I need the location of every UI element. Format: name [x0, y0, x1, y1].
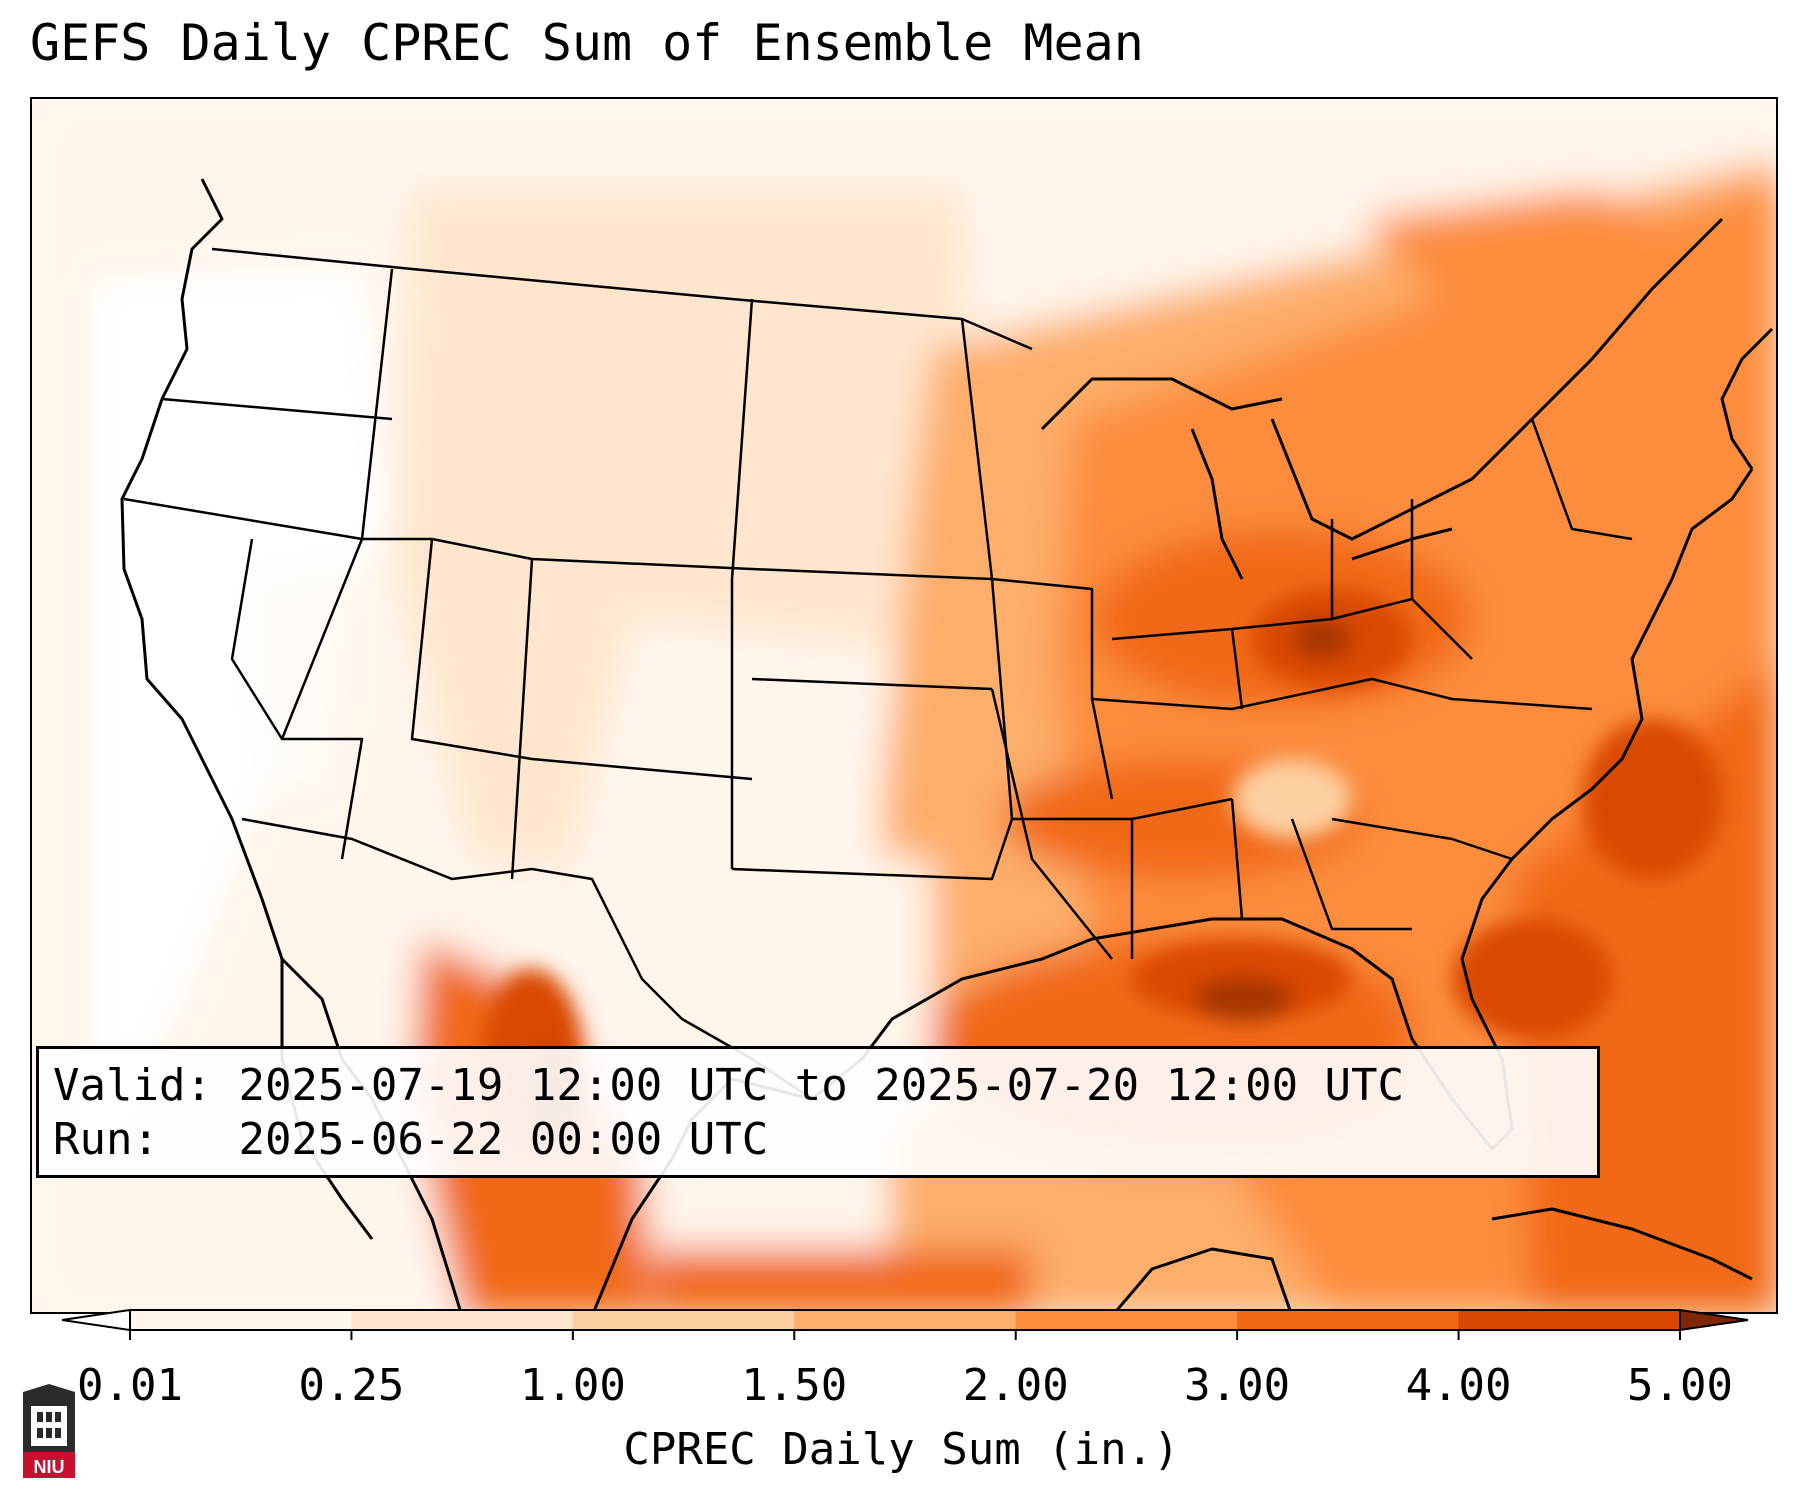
colorbar-segment [794, 1310, 1017, 1330]
colorbar-segment [572, 1310, 795, 1330]
page-title: GEFS Daily CPREC Sum of Ensemble Mean [30, 14, 1144, 72]
colorbar-segment [1237, 1310, 1460, 1330]
colorbar-segment [1015, 1310, 1238, 1330]
colorbar-label: CPREC Daily Sum (in.) [623, 1424, 1180, 1475]
state-borders [123, 247, 1633, 1101]
svg-text:NIU: NIU [34, 1457, 65, 1477]
colorbar-tick-label: 3.00 [1184, 1360, 1291, 1411]
colorbar-tick-label: 0.01 [77, 1360, 183, 1411]
colorbar [61, 1308, 1749, 1340]
colorbar-tick-label: 4.00 [1405, 1360, 1512, 1411]
colorbar-tick-label: 0.25 [298, 1360, 405, 1411]
colorbar-tick-label: 1.50 [741, 1360, 848, 1411]
valid-time-box: Valid: 2025-07-19 12:00 UTC to 2025-07-2… [36, 1046, 1600, 1178]
colorbar-segment [1458, 1310, 1681, 1330]
colorbar-tick-label: 2.00 [962, 1360, 1069, 1411]
colorbar-under-arrow [61, 1308, 131, 1332]
colorbar-segment [130, 1310, 352, 1330]
niu-logo-icon: NIU [23, 1384, 75, 1478]
colorbar-over-arrow [1679, 1308, 1749, 1332]
valid-label: Valid: [53, 1060, 212, 1111]
colorbar-segment [351, 1310, 574, 1330]
colorbar-tick-label: 1.00 [519, 1360, 626, 1411]
run-label: Run: [53, 1114, 159, 1165]
valid-value: 2025-07-19 12:00 UTC to 2025-07-20 12:00… [238, 1060, 1405, 1111]
run-value: 2025-06-22 00:00 UTC [238, 1114, 769, 1165]
colorbar-tick-label: 5.00 [1627, 1360, 1733, 1411]
